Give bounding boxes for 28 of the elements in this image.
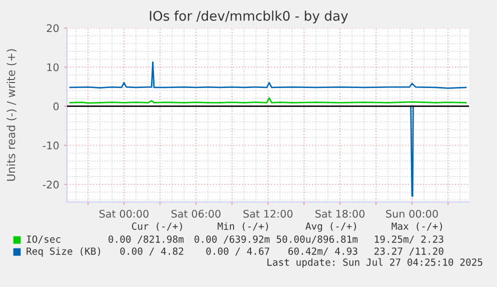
legend-label: Req Size (KB) <box>26 247 100 257</box>
y-tick-label: 10 <box>47 63 59 72</box>
text: Avg (-/+) <box>306 222 356 232</box>
line-series <box>69 61 467 89</box>
text: 0.00 / 4.67 <box>206 247 270 256</box>
x-tick-label: Sun 00:00 <box>386 210 438 218</box>
text: 0.00 /639.92m <box>194 235 270 244</box>
x-tick-label: Sat 12:00 <box>243 210 293 218</box>
y-tick-label: -20 <box>42 180 59 189</box>
text: Cur (-/+) <box>132 222 182 231</box>
y-axis-title: Units read (-) / write (+) <box>6 49 17 181</box>
y-tick-label: -10 <box>42 142 59 150</box>
text: Min (-/+) <box>218 222 268 231</box>
text: 0.00 /821.98m <box>108 235 184 244</box>
y-tick-label: 0 <box>53 102 59 110</box>
chart-title: IOs for /dev/mmcblk0 - by day <box>150 10 348 24</box>
text: 23.27 /11.20 <box>374 247 444 256</box>
text: 0.00 / 4.82 <box>120 247 184 256</box>
text: 19.25m/ 2.23 <box>374 235 444 244</box>
y-tick-label: 20 <box>46 24 59 32</box>
x-tick-label: Sat 00:00 <box>99 210 149 218</box>
text: Last update: Sun Jul 27 04:25:10 2025 <box>267 258 482 268</box>
text: 60.42m/ 4.93 <box>288 247 358 256</box>
x-tick-label: Sat 18:00 <box>315 210 365 218</box>
x-tick-label: Sat 06:00 <box>171 210 221 218</box>
legend-label: IO/sec <box>26 235 60 244</box>
text: Max (-/+) <box>392 222 442 231</box>
text: 50.00u/896.81m <box>276 235 358 244</box>
